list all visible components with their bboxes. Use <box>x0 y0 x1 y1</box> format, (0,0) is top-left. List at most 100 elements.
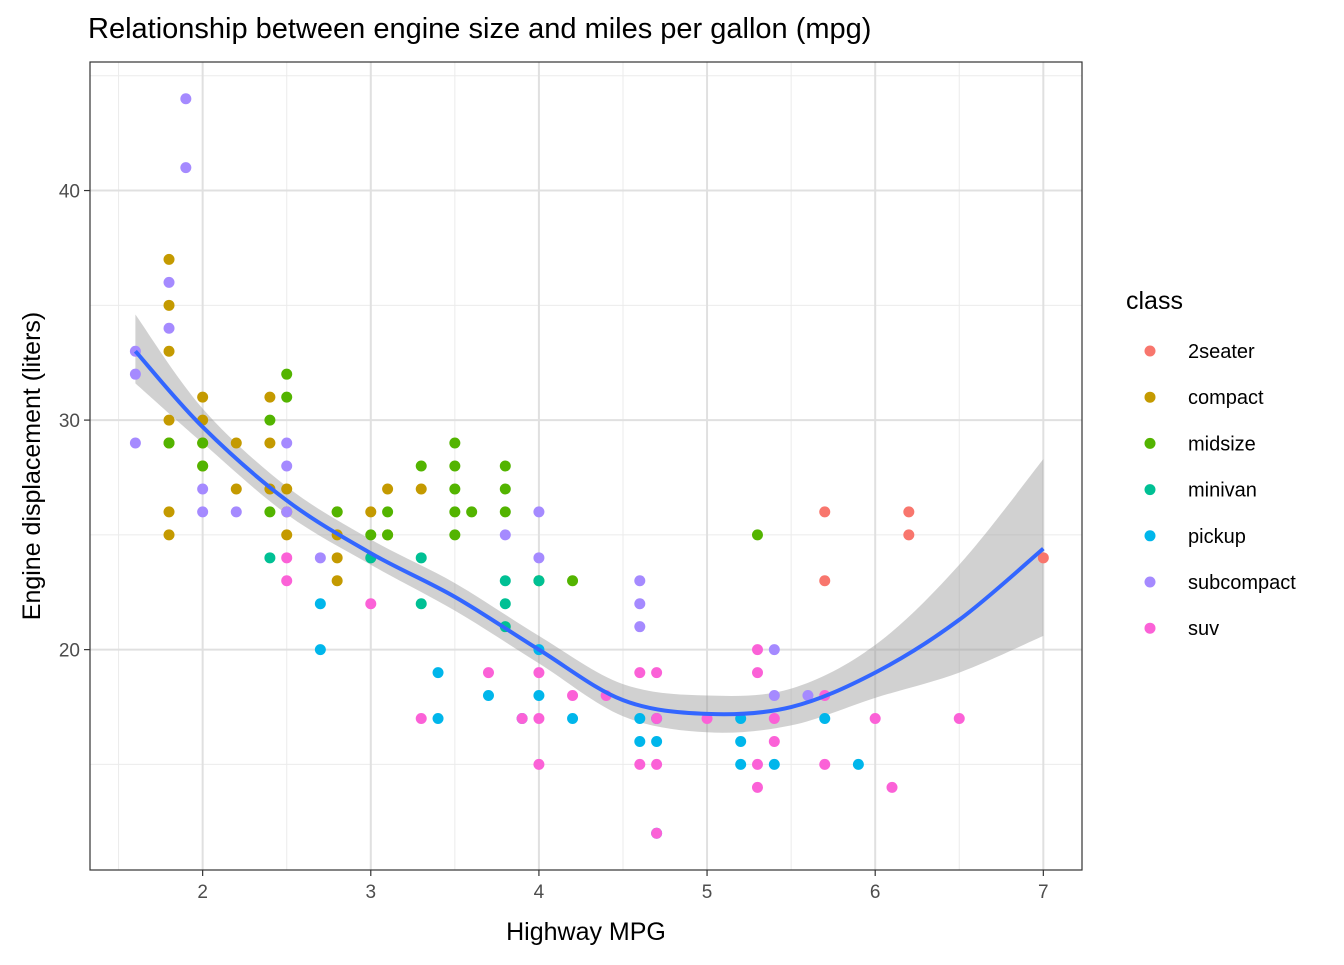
point-midsize <box>466 506 478 518</box>
point-suv <box>634 667 646 679</box>
point-minivan <box>499 598 511 610</box>
point-subcompact <box>802 690 814 702</box>
x-axis-label: Highway MPG <box>506 918 666 946</box>
point-pickup <box>735 735 747 747</box>
point-subcompact <box>314 552 326 564</box>
legend-key-midsize <box>1144 437 1156 449</box>
point-compact <box>281 529 293 541</box>
point-midsize <box>163 437 175 449</box>
point-subcompact <box>197 506 209 518</box>
point-compact <box>264 437 276 449</box>
point-compact <box>331 575 343 587</box>
point-2seater <box>903 506 915 518</box>
point-subcompact <box>163 276 175 288</box>
point-midsize <box>449 506 461 518</box>
point-pickup <box>567 713 579 724</box>
point-midsize <box>281 368 293 380</box>
smooth-line <box>133 349 1045 717</box>
point-midsize <box>499 460 511 472</box>
point-pickup <box>634 713 646 724</box>
legend-label-pickup: pickup <box>1188 526 1246 548</box>
point-minivan <box>499 575 511 587</box>
point-pickup <box>634 735 646 747</box>
point-subcompact <box>768 690 780 702</box>
point-suv <box>869 713 881 724</box>
x-tick-label: 3 <box>365 882 376 903</box>
point-midsize <box>449 460 461 472</box>
point-suv <box>651 713 663 724</box>
point-compact <box>163 253 175 265</box>
x-tick-label: 6 <box>870 882 881 903</box>
x-axis-ticks: 2 3 4 5 6 7 <box>197 870 1049 903</box>
legend-label-2seater: 2seater <box>1188 341 1255 363</box>
point-subcompact <box>281 437 293 449</box>
legend-label-subcompact: subcompact <box>1188 572 1296 594</box>
point-pickup <box>314 598 326 610</box>
y-axis-label: Engine displacement (liters) <box>18 312 46 620</box>
point-compact <box>281 483 293 495</box>
legend-label-compact: compact <box>1188 387 1264 409</box>
point-midsize <box>382 506 394 518</box>
y-tick-label: 20 <box>59 641 80 662</box>
point-compact <box>365 506 377 518</box>
x-tick-label: 4 <box>534 882 545 903</box>
legend-key-compact <box>1144 391 1156 403</box>
point-midsize <box>197 437 209 449</box>
y-tick-label: 30 <box>59 411 80 432</box>
point-subcompact <box>180 162 192 174</box>
point-suv <box>281 575 293 587</box>
legend-key-subcompact <box>1144 576 1156 588</box>
point-subcompact <box>533 506 545 518</box>
point-midsize <box>382 529 394 541</box>
point-compact <box>163 506 175 518</box>
x-tick-label: 5 <box>702 882 713 903</box>
point-subcompact <box>634 621 646 633</box>
point-minivan <box>533 575 545 587</box>
point-subcompact <box>768 644 780 656</box>
legend-key-suv <box>1144 622 1156 634</box>
point-suv <box>415 713 427 724</box>
point-suv <box>953 713 965 724</box>
point-suv <box>819 758 831 770</box>
point-midsize <box>567 575 579 587</box>
point-suv <box>651 667 663 679</box>
point-subcompact <box>281 460 293 472</box>
point-subcompact <box>163 322 175 334</box>
point-subcompact <box>230 506 242 518</box>
point-compact <box>415 483 427 495</box>
point-subcompact <box>634 575 646 587</box>
point-pickup <box>482 690 494 702</box>
y-tick-label: 40 <box>59 182 80 203</box>
point-subcompact <box>129 368 141 380</box>
point-midsize <box>449 437 461 449</box>
point-midsize <box>449 529 461 541</box>
y-axis-ticks: 20 30 40 <box>59 182 90 662</box>
legend: 2seater compact midsize minivan pickup subcom… <box>1144 341 1296 640</box>
point-suv <box>751 758 763 770</box>
point-suv <box>533 713 545 724</box>
point-subcompact <box>281 506 293 518</box>
point-compact <box>230 437 242 449</box>
point-compact <box>197 391 209 403</box>
point-compact <box>163 414 175 426</box>
legend-key-minivan <box>1144 484 1156 496</box>
point-2seater <box>819 575 831 587</box>
point-midsize <box>365 529 377 541</box>
legend-label-suv: suv <box>1188 618 1219 640</box>
point-pickup <box>819 713 831 724</box>
point-minivan <box>264 552 276 564</box>
point-suv <box>634 758 646 770</box>
point-midsize <box>281 391 293 403</box>
point-midsize <box>499 506 511 518</box>
legend-key-2seater <box>1144 345 1156 357</box>
point-subcompact <box>180 93 192 105</box>
point-compact <box>331 552 343 564</box>
point-midsize <box>264 506 276 518</box>
point-suv <box>751 644 763 656</box>
point-midsize <box>415 460 427 472</box>
point-midsize <box>264 414 276 426</box>
point-compact <box>163 345 175 357</box>
point-suv <box>281 552 293 564</box>
